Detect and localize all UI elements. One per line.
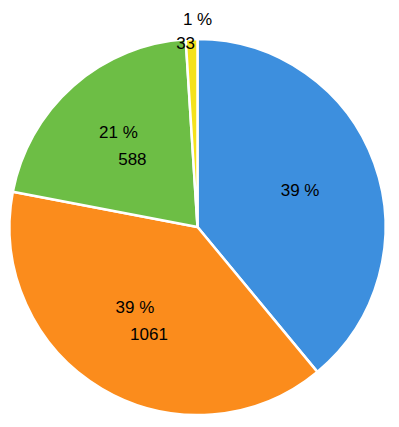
count-label: 1061 xyxy=(130,325,168,344)
slices xyxy=(9,39,385,415)
percent-label: 21 % xyxy=(99,123,138,142)
percent-label: 39 % xyxy=(116,298,155,317)
pie-slice xyxy=(13,39,198,227)
percent-label: 1 % xyxy=(183,10,212,29)
labels: 39 % 39 % 1061 21 % 588 1 % 33 xyxy=(99,10,319,345)
pie-slice xyxy=(186,39,198,227)
count-label: 33 xyxy=(176,34,195,53)
percent-label: 39 % xyxy=(281,181,320,200)
pie-chart: 39 % 39 % 1061 21 % 588 1 % 33 xyxy=(0,0,399,427)
pie-slice xyxy=(9,192,317,415)
chart-container: 39 % 39 % 1061 21 % 588 1 % 33 xyxy=(0,0,399,427)
count-label: 588 xyxy=(118,150,146,169)
